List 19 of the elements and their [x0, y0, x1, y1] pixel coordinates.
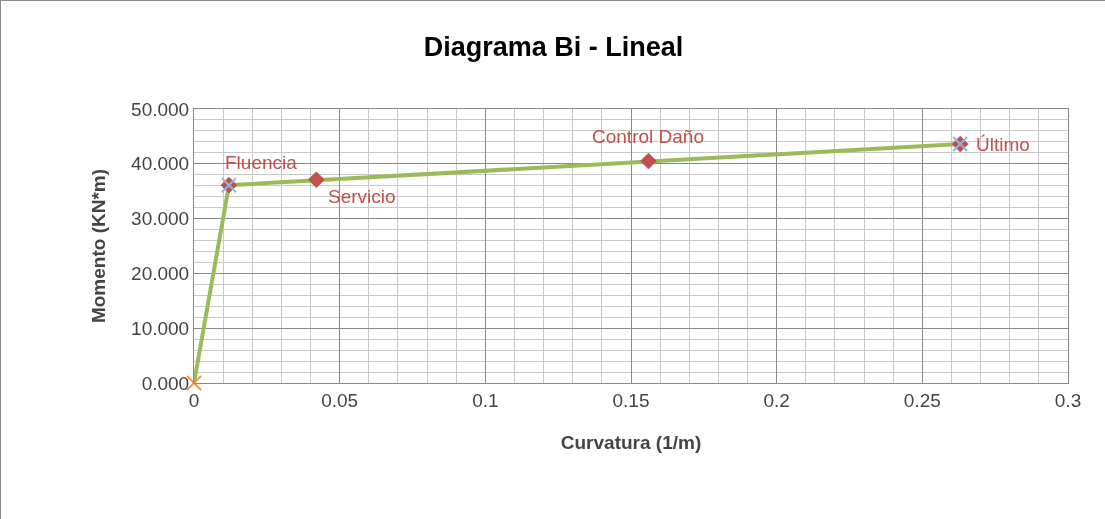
x-tick-label: 0.25 — [903, 389, 941, 411]
y-tick-label: 10.000 — [131, 317, 190, 339]
y-tick-label: 40.000 — [131, 153, 190, 175]
x-axis-title: Curvatura (1/m) — [560, 431, 702, 453]
x-tick-label: 0 — [188, 389, 200, 411]
x-tick-label: 0.2 — [763, 389, 790, 411]
point — [640, 152, 657, 170]
y-axis-title: Momento (KN*m) — [87, 168, 109, 324]
y-tick-label: 30.000 — [131, 208, 190, 230]
point — [308, 171, 325, 188]
y-tick-label: 0.000 — [141, 372, 190, 394]
y-tick-label: 50.000 — [131, 98, 190, 120]
x-tick-label: 0.15 — [612, 389, 650, 411]
x-tick-label: 0.3 — [1054, 389, 1082, 411]
annotation: Último — [976, 134, 1030, 155]
chart-title: Diagrama Bi - Lineal — [423, 32, 684, 63]
x-tick-label: 0.05 — [321, 389, 359, 411]
y-tick-label: 20.000 — [131, 263, 190, 285]
x-tick-label: 0.1 — [472, 389, 499, 411]
